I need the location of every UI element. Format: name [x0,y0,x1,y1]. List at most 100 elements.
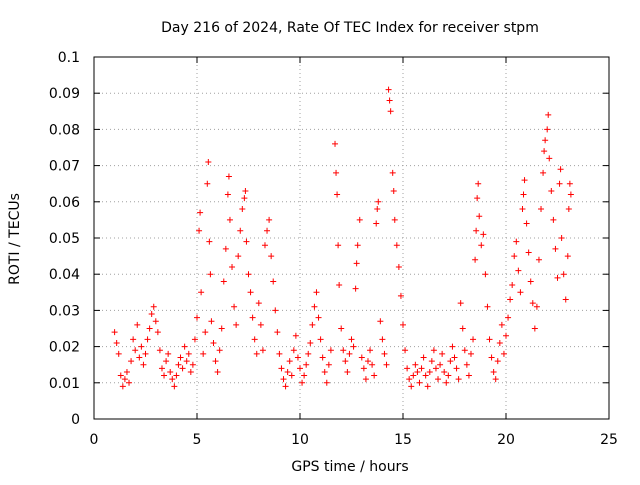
data-point [373,220,380,227]
data-point [245,271,252,278]
data-point [342,358,349,365]
data-point [550,216,557,223]
data-point [181,343,188,350]
data-point [445,372,452,379]
data-point [317,336,324,343]
data-point [311,303,318,310]
data-point [414,368,421,375]
data-point [340,347,347,354]
data-point [564,253,571,260]
data-point [513,238,520,245]
data-point [439,350,446,357]
data-point [261,242,268,249]
data-point [152,318,159,325]
data-point [556,180,563,187]
data-point [242,187,249,194]
data-point [126,379,133,386]
data-point [496,339,503,346]
data-point [541,148,548,155]
data-point [226,216,233,223]
data-point [476,213,483,220]
data-point [358,354,365,361]
data-point [194,314,200,321]
y-tick-label: 0.01 [49,376,80,392]
data-point [385,86,392,93]
data-point [276,350,283,357]
data-point [274,329,281,336]
data-point [542,137,549,144]
data-point [390,187,397,194]
data-point [169,376,176,383]
data-point [346,350,353,357]
data-point [313,289,320,296]
data-point [503,332,509,339]
data-point [391,216,398,223]
data-point [288,372,295,379]
data-point [305,350,312,357]
data-point [449,343,456,350]
data-point [500,350,507,357]
data-point [231,303,238,310]
data-point [533,303,540,310]
data-point [428,358,435,365]
data-point [383,361,390,368]
data-point [233,321,240,328]
chart-title: Day 216 of 2024, Rate Of TEC Index for r… [161,20,539,36]
data-point [418,365,425,372]
data-point [395,263,402,270]
data-point [546,155,553,162]
data-point [437,361,444,368]
data-point [404,365,411,372]
data-point [154,329,161,336]
data-point [183,358,190,365]
data-point [284,368,291,375]
data-point [473,227,480,234]
data-point [400,321,406,328]
data-point [520,191,527,198]
data-point [426,368,433,375]
data-point [515,267,522,274]
data-point [218,325,225,332]
data-point [175,361,182,368]
data-point [307,339,314,346]
data-point [511,253,518,260]
data-point [278,365,285,372]
data-point [441,368,448,375]
data-point [268,253,275,260]
data-point [492,376,499,383]
data-point [241,195,248,202]
data-point [200,350,207,357]
data-point [259,347,266,354]
data-point [381,350,388,357]
data-point [430,347,437,354]
data-point [461,347,468,354]
data-point [255,300,262,307]
data-point [216,347,223,354]
data-point [527,278,534,285]
data-point [566,180,573,187]
y-axis-label: ROTI / TECUs [7,193,23,285]
data-point [187,368,194,375]
data-point [266,216,273,223]
x-tick-label: 10 [291,432,309,448]
data-point [453,365,460,372]
data-point [379,336,386,343]
data-point [480,231,487,238]
data-point [189,361,196,368]
data-point [123,368,130,375]
data-point [130,336,137,343]
data-point [297,365,303,372]
data-point [389,169,396,176]
data-point [362,376,369,383]
data-point [237,227,244,234]
data-point [142,350,149,357]
data-point [207,271,214,278]
data-point [197,209,204,216]
plot-frame [93,56,610,420]
data-point [179,365,186,372]
data-point [557,166,564,173]
data-point [377,318,384,325]
data-point [334,191,341,198]
data-point [132,347,139,354]
